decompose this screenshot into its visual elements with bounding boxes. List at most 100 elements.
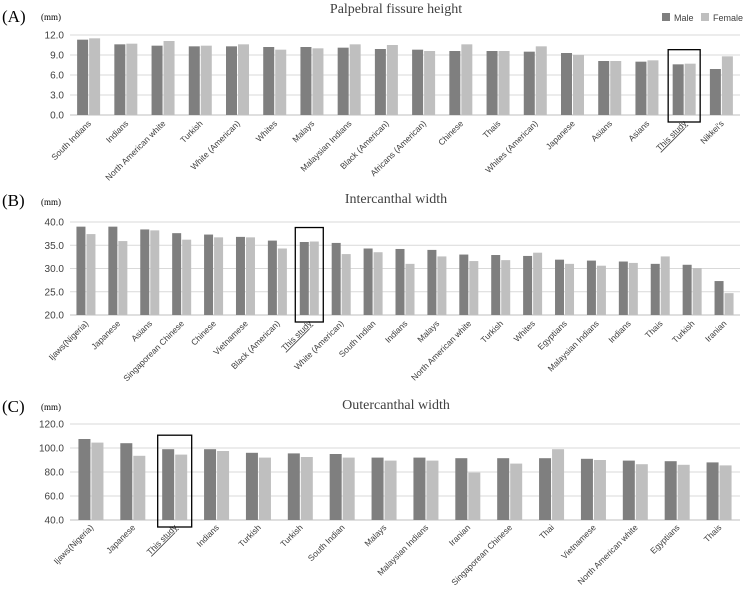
bar-male (497, 458, 510, 520)
panel-a-label: (A) (2, 7, 26, 26)
x-tick-label: Vietnamese (559, 522, 598, 561)
bar-female (341, 254, 351, 315)
panel-c-x-axis: Ijaws(Nigeria) Japanese This study Indians T… (52, 522, 724, 587)
bar-female (300, 457, 313, 520)
bar-male (108, 226, 118, 315)
bar-female (721, 56, 733, 115)
bar-male (120, 443, 133, 520)
bar-male (618, 261, 628, 315)
bar-male (299, 241, 309, 315)
bar-female (238, 44, 249, 116)
bar-female (684, 63, 696, 115)
bar-male (555, 259, 565, 315)
bar-female (133, 455, 146, 520)
x-tick-label: Thai (537, 522, 556, 541)
bar-male (204, 449, 217, 520)
bar-male (523, 51, 535, 115)
panel-b-unit: (mm) (41, 197, 61, 207)
bar-female (469, 261, 479, 315)
panel-a-title: Palpebral fissure height (330, 2, 462, 17)
bar-male (287, 453, 300, 520)
bar-male (672, 64, 684, 115)
bar-female (660, 256, 670, 315)
bar-male (622, 460, 635, 520)
bar-female (258, 457, 271, 520)
x-tick-label: Whites (254, 118, 279, 143)
y-tick-label: 80.0 (45, 468, 65, 479)
bar-male (172, 233, 182, 315)
panel-b-x-axis: Ijaws(Nigeria)Japanese AsiansSingaporean … (47, 318, 729, 383)
x-tick-label: Turkish (670, 318, 697, 345)
bar-male (395, 248, 405, 315)
bar-female (405, 263, 415, 315)
panel-a-y-axis: 0.0 3.0 6.0 9.0 12.0 (45, 31, 65, 122)
bar-female (724, 293, 734, 315)
highlight-box (157, 434, 193, 528)
bar-male (682, 264, 692, 315)
bar-male (263, 47, 275, 115)
panel-a-gridlines (70, 34, 740, 116)
bar-female (510, 463, 523, 520)
x-tick-label: Indians (383, 318, 409, 344)
bar-male (188, 46, 200, 116)
bar-female (468, 472, 481, 520)
y-tick-label: 0.0 (50, 111, 64, 122)
bar-female (628, 262, 638, 315)
bar-female (533, 252, 543, 315)
panel-a: (A) (mm) Palpebral fissure height 0.0 3.0… (2, 2, 740, 183)
x-tick-label: South Indians (49, 118, 93, 162)
x-tick-label: Whites (512, 318, 537, 343)
bar-female (175, 454, 188, 520)
bar-male (635, 61, 647, 115)
legend-female-label: Female (713, 13, 743, 23)
panel-c-highlight (157, 434, 193, 528)
x-tick-label: Asians (626, 118, 651, 143)
bar-male (598, 61, 610, 115)
x-tick-label: Singaporean Chinese (121, 318, 186, 383)
x-tick-label: Japanese (544, 118, 577, 151)
x-tick-label: Thais (702, 522, 724, 544)
bar-female (426, 460, 439, 520)
bar-male (706, 462, 719, 520)
x-tick-label: Asians (589, 118, 614, 143)
highlight-box (667, 49, 701, 123)
bar-female (461, 44, 473, 116)
bar-female (277, 248, 287, 315)
x-tick-label: Egyptians (648, 522, 681, 555)
bar-male (300, 47, 312, 115)
bar-male (561, 53, 572, 115)
bar-female (245, 237, 255, 315)
x-tick-label: Turkish (178, 118, 205, 145)
x-tick-label: Indians (104, 118, 130, 144)
bar-male (539, 458, 552, 520)
bar-female (719, 465, 732, 520)
panel-b-y-axis: 20.0 25.0 30.0 35.0 40.0 (45, 218, 65, 322)
bar-male (459, 254, 469, 315)
y-tick-label: 3.0 (50, 91, 64, 102)
bar-female (309, 241, 319, 315)
bar-female (349, 44, 361, 116)
bar-male (714, 281, 724, 315)
bar-female (424, 51, 436, 115)
bar-female (86, 234, 96, 315)
x-tick-label: Ijaws(Nigeria) (52, 522, 96, 566)
bar-male (337, 47, 349, 115)
y-tick-label: 25.0 (45, 287, 65, 298)
bar-female (150, 230, 160, 315)
bar-male (523, 255, 533, 315)
bar-male (374, 49, 386, 115)
x-tick-label: Turkish (479, 318, 506, 345)
bar-female (89, 38, 101, 116)
bar-female (275, 49, 287, 115)
legend: Male Female (662, 13, 743, 23)
bar-female (182, 239, 192, 315)
bar-male (455, 458, 468, 520)
x-tick-label: This study (654, 118, 689, 153)
bar-female (593, 460, 606, 520)
bar-male (162, 449, 175, 520)
bar-male (413, 457, 426, 520)
legend-male-swatch (662, 13, 670, 21)
bar-male (204, 234, 214, 315)
